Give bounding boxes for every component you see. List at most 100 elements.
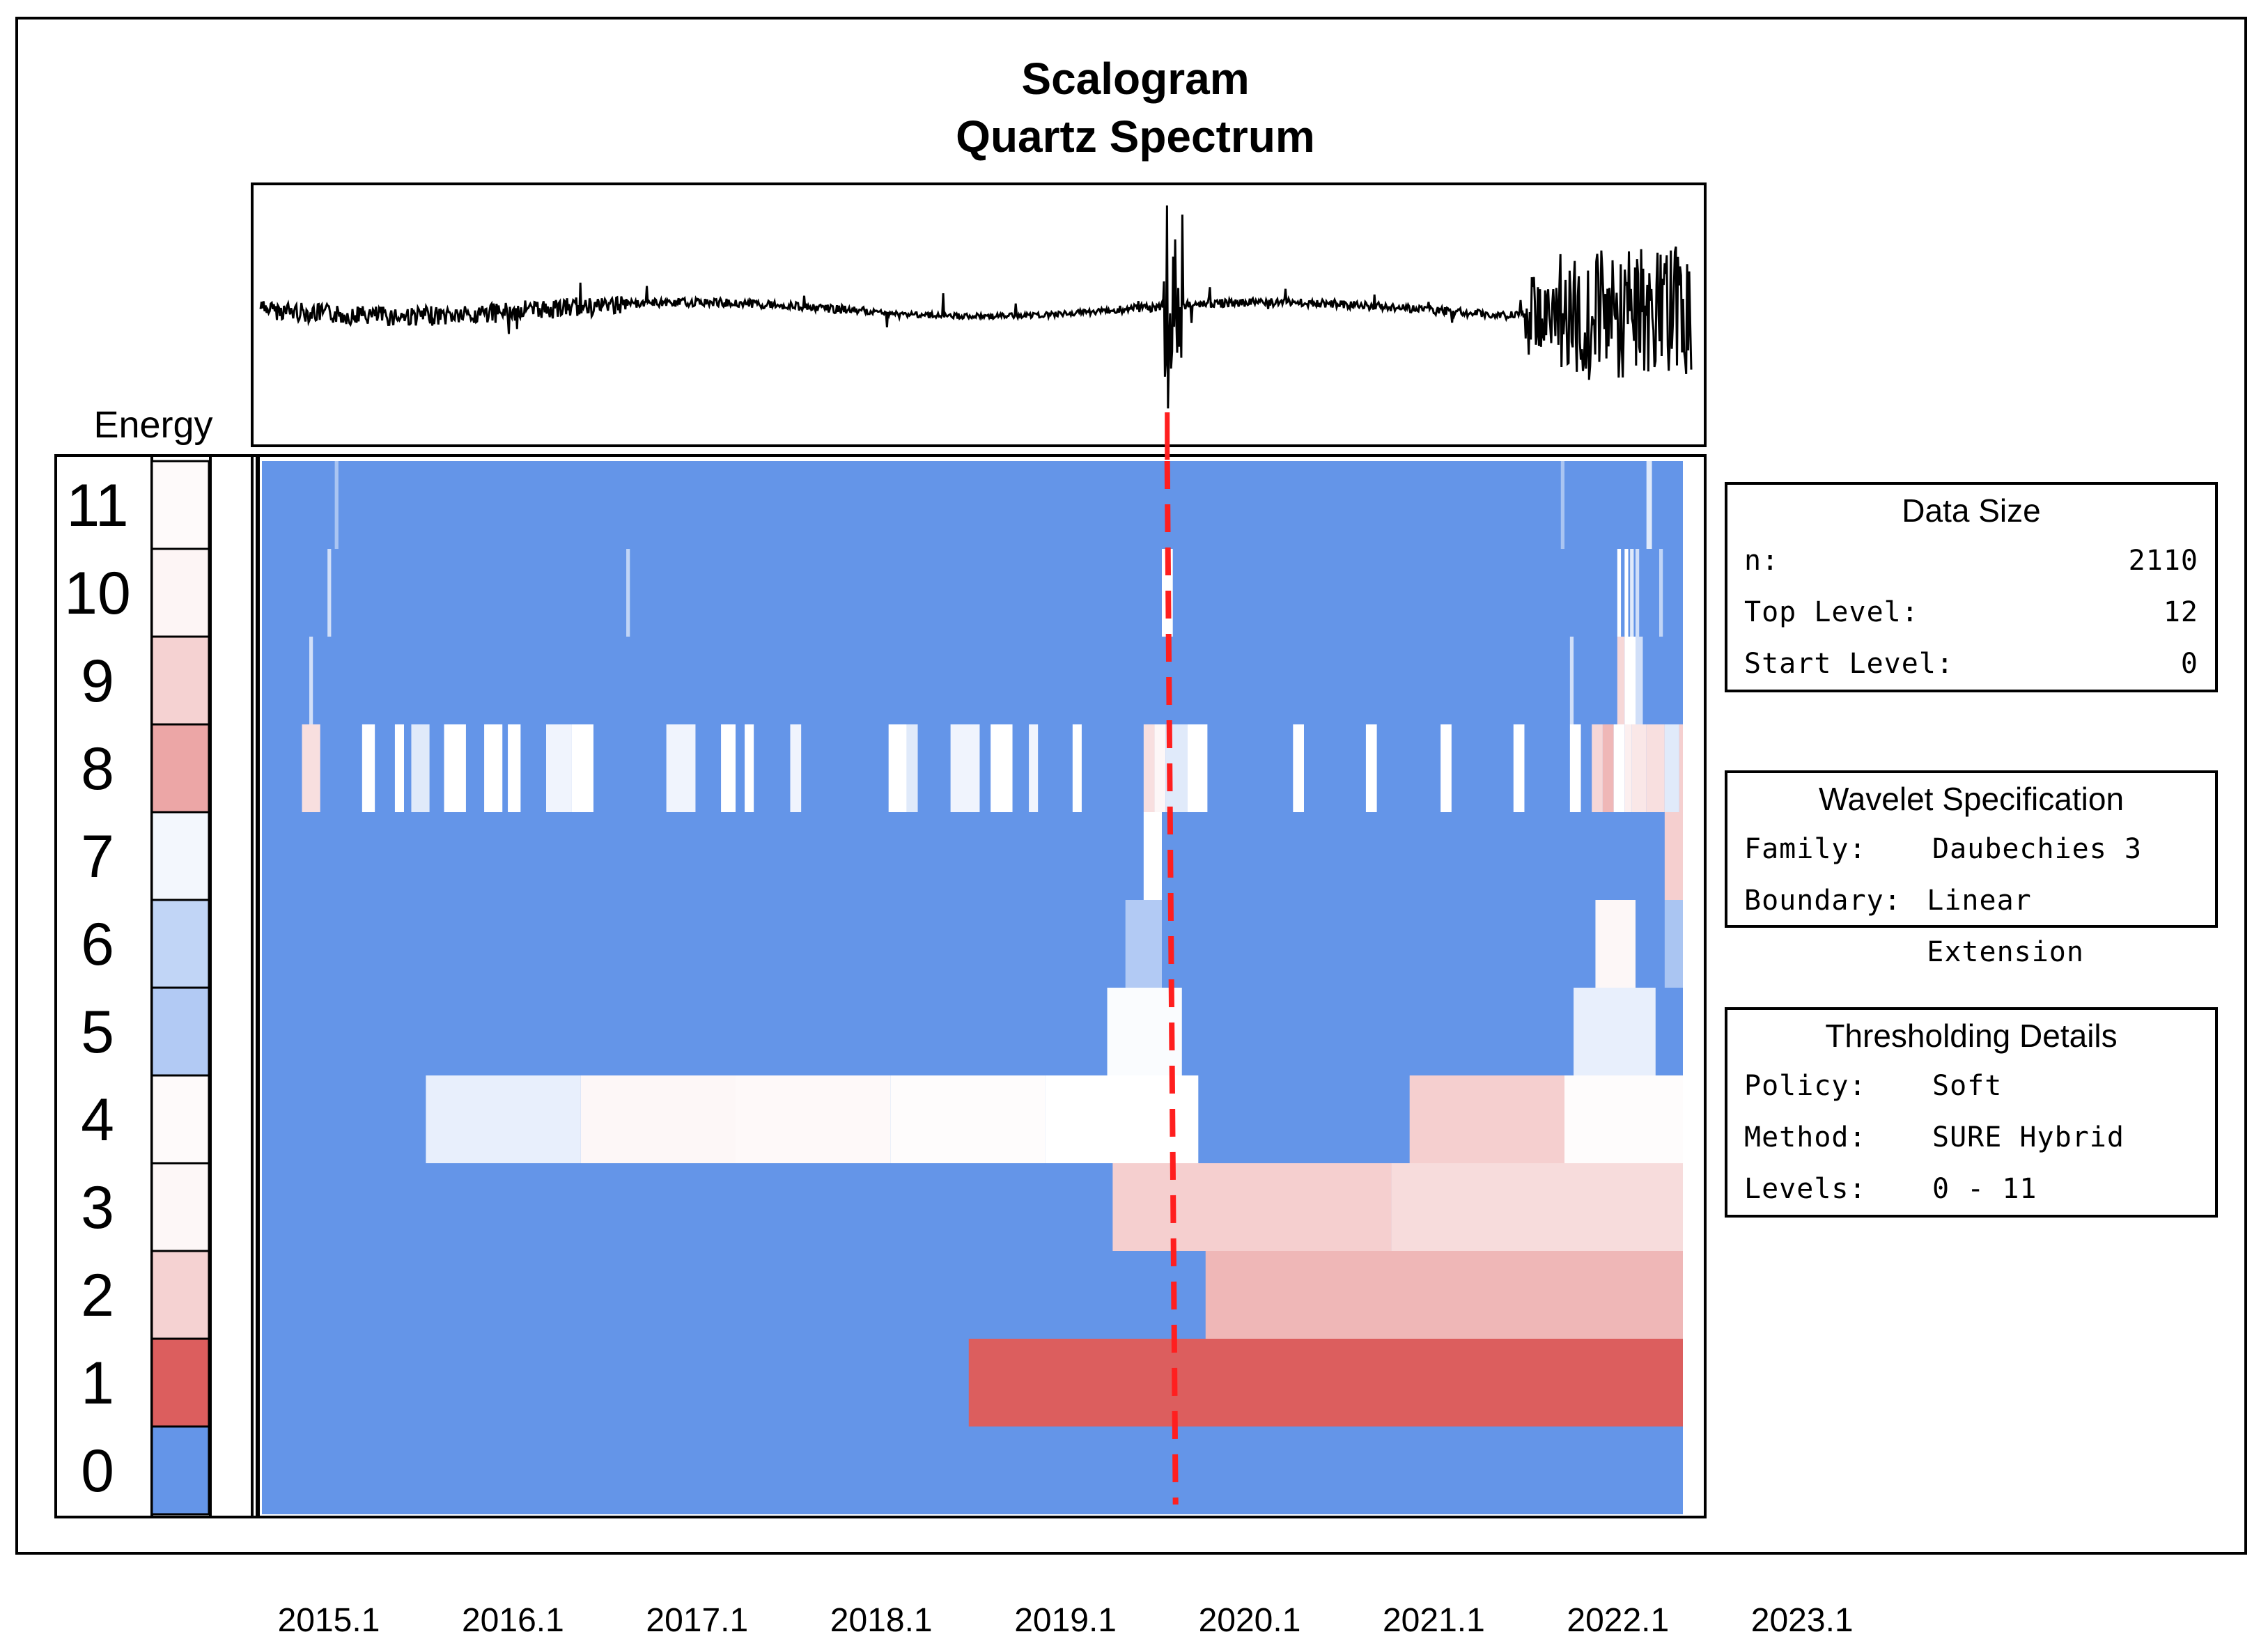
heatmap-cell [1365, 724, 1377, 812]
heatmap-cell [1664, 900, 1683, 988]
level-label: 2 [81, 1262, 114, 1329]
level-label: 3 [81, 1174, 114, 1241]
data-size-row-n: n: 2110 [1727, 535, 2215, 586]
thresholding-row-levels: Levels: 0 - 11 [1727, 1163, 2215, 1215]
x-tick-label: 2018.1 [830, 1602, 933, 1639]
heatmap-cell [745, 724, 754, 812]
heatmap-cell [1143, 724, 1155, 812]
thresholding-key: Levels: [1744, 1173, 1867, 1205]
chart-subtitle: Quartz Spectrum [956, 111, 1315, 162]
heatmap-cell [1154, 724, 1166, 812]
data-size-title: Data Size [1902, 492, 2041, 529]
heatmap-cell [906, 724, 918, 812]
heatmap-cell [968, 1339, 1683, 1427]
heatmap-cell [1205, 1251, 1683, 1339]
data-size-row-start-level: Start Level: 0 [1727, 638, 2215, 690]
heatmap-cell [546, 724, 572, 812]
wavelet-title: Wavelet Specification [1818, 781, 2125, 817]
energy-swatch [150, 1162, 210, 1252]
heatmap-cell [1646, 461, 1652, 549]
energy-swatch [150, 1425, 210, 1516]
level-label: 10 [64, 560, 131, 627]
heatmap-cell [508, 724, 521, 812]
heatmap-cell [721, 724, 736, 812]
heatmap-cell [991, 724, 1013, 812]
heatmap-cell [394, 724, 404, 812]
thresholding-key: Policy: [1744, 1070, 1867, 1102]
heatmap-cell [1574, 988, 1656, 1075]
x-tick-label: 2020.1 [1199, 1602, 1301, 1639]
heatmap-cell [1679, 724, 1683, 812]
heatmap-cell [1613, 724, 1625, 812]
x-tick-label: 2023.1 [1751, 1602, 1854, 1639]
signal-trace [259, 205, 1693, 409]
heatmap-cell [444, 724, 466, 812]
data-size-panel: Data Size n: 2110 Top Level: 12 Start Le… [1725, 482, 2218, 692]
level-label: 1 [81, 1350, 114, 1417]
heatmap-cell [1143, 812, 1162, 900]
heatmap-cell [1659, 549, 1663, 637]
thresholding-row-policy: Policy: Soft [1727, 1060, 2215, 1112]
energy-swatch [150, 811, 210, 901]
heatmap-cell [1595, 900, 1636, 988]
wavelet-key: Family: [1744, 833, 1867, 865]
level-label: 8 [81, 736, 114, 802]
energy-swatch [150, 1250, 210, 1340]
heatmap-cell [1187, 724, 1208, 812]
data-size-row-top-level: Top Level: 12 [1727, 586, 2215, 638]
heatmap-area [251, 454, 1707, 1518]
heatmap-cell [484, 724, 503, 812]
heatmap-cell [571, 724, 593, 812]
thresholding-row-method: Method: SURE Hybrid [1727, 1112, 2215, 1163]
wavelet-row-family: Family: Daubechies 3 [1727, 823, 2215, 875]
heatmap-cell [1636, 549, 1640, 637]
heatmap-cell [790, 724, 802, 812]
heatmap-cell [1624, 637, 1636, 724]
x-tick-label: 2016.1 [462, 1602, 564, 1639]
heatmap-cell [1592, 724, 1603, 812]
heatmap-cell [666, 724, 696, 812]
signal-plot [251, 182, 1707, 447]
energy-swatch [150, 899, 210, 989]
x-tick-label: 2015.1 [278, 1602, 380, 1639]
heatmap-cell [426, 1075, 581, 1163]
heatmap-cell [1072, 724, 1082, 812]
heatmap-cell [1045, 1075, 1199, 1163]
heatmap-cell [888, 724, 907, 812]
heatmap-cell [1664, 812, 1683, 900]
heatmap-cell [1683, 812, 1686, 900]
heatmap-cell [1631, 724, 1647, 812]
heatmap-cell [1624, 724, 1632, 812]
level-label: 9 [81, 648, 114, 715]
wavelet-row-boundary: Boundary: Linear Extension [1727, 875, 2215, 978]
heatmap-cell [1125, 900, 1162, 988]
heatmap-cell [1569, 724, 1581, 812]
heatmap-cell [1391, 1163, 1683, 1251]
heatmap-cell [1624, 549, 1629, 637]
heatmap-cell [1440, 724, 1452, 812]
data-size-value: 12 [2163, 596, 2198, 628]
level-label: 4 [81, 1087, 114, 1153]
energy-swatch [150, 723, 210, 814]
level-label: 6 [81, 911, 114, 978]
level-label: 0 [81, 1438, 114, 1505]
wavelet-key: Boundary: [1744, 885, 1902, 917]
x-tick-labels: 2015.1 2016.1 2017.1 2018.1 2019.1 2020.1 2021… [278, 1602, 1854, 1639]
heatmap-cell [1112, 1163, 1392, 1251]
energy-column [54, 454, 254, 1518]
level-label: 7 [81, 823, 114, 890]
heatmap-cell [1636, 637, 1643, 724]
x-tick-label: 2022.1 [1567, 1602, 1669, 1639]
heatmap-cell [1617, 549, 1622, 637]
heatmap-cell [1646, 724, 1665, 812]
heatmap-cell [1564, 1075, 1683, 1163]
heatmap-cell [890, 1075, 1046, 1163]
energy-swatch [150, 460, 210, 550]
level-label: 11 [66, 472, 128, 539]
thresholding-key: Method: [1744, 1121, 1867, 1153]
energy-swatch [150, 1074, 210, 1165]
heatmap-cell [1513, 724, 1525, 812]
